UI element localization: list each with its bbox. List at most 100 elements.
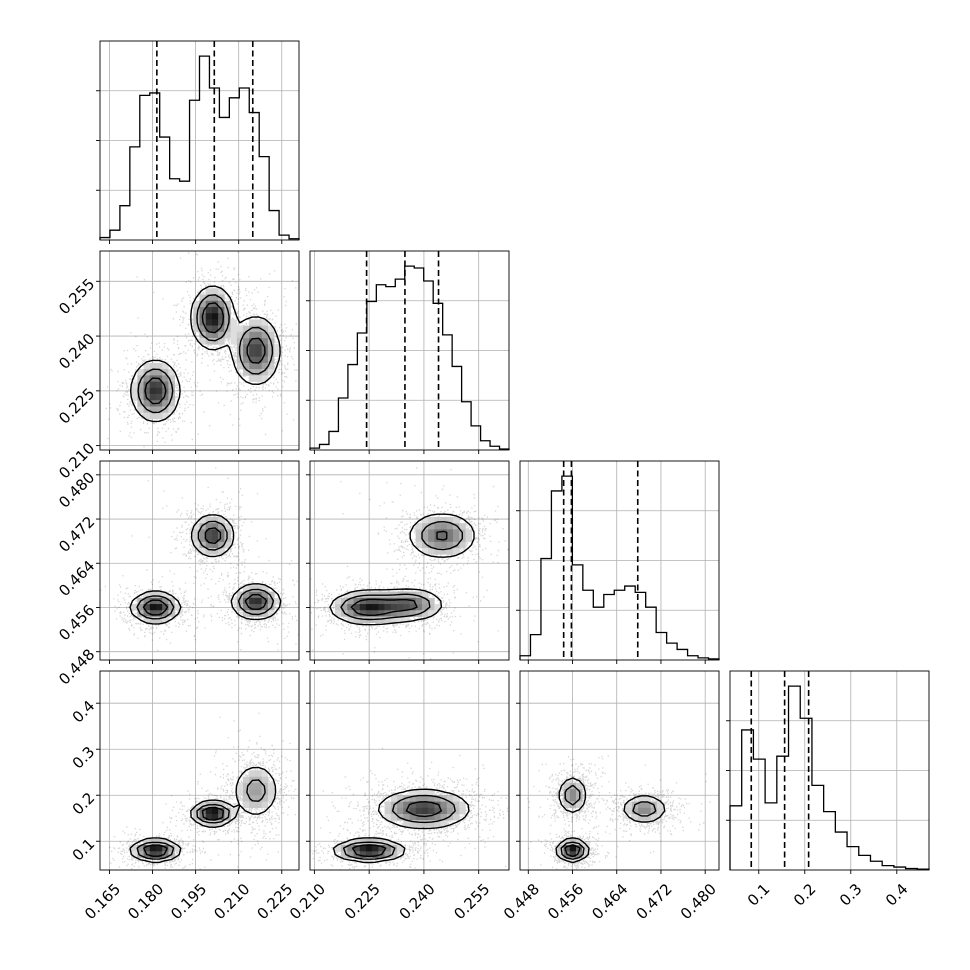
density-cell <box>193 306 200 314</box>
density-cell <box>421 535 429 543</box>
density-cell <box>453 814 460 821</box>
density-cell <box>440 807 448 815</box>
density-cell <box>347 597 354 605</box>
xtick-label-3-2: 0.3 <box>836 880 866 910</box>
contour-1-0-2 <box>144 302 266 405</box>
density-cell <box>569 857 577 865</box>
density-cell <box>218 535 225 543</box>
panel-frame-2-1 <box>309 460 510 661</box>
density-cell <box>137 387 144 395</box>
density-cell <box>224 331 231 339</box>
density-cell <box>205 529 213 536</box>
density-cell <box>218 548 225 555</box>
xtick-label-0-4: 0.225 <box>253 880 296 923</box>
density-cell <box>397 795 404 802</box>
density-cell <box>211 294 219 302</box>
density-cell <box>205 319 213 326</box>
density-cell <box>211 807 219 815</box>
density-cell <box>205 306 213 314</box>
density-cell <box>446 801 454 809</box>
density-cell <box>421 529 429 536</box>
panel-frame-1-0 <box>99 250 300 451</box>
density-cell <box>656 801 664 809</box>
density-cell <box>267 344 275 351</box>
density-cell <box>403 597 410 605</box>
density-cell <box>428 820 435 827</box>
density-cell <box>143 362 151 370</box>
contour-2-0-2 <box>142 527 268 616</box>
density-cell <box>255 375 262 382</box>
density-cell <box>390 851 398 858</box>
density-cell <box>434 795 441 802</box>
density-cell <box>261 776 269 784</box>
contour-2-0-1 <box>136 520 275 620</box>
density-cell <box>255 325 262 333</box>
density-cell <box>390 597 398 605</box>
density-cell <box>218 325 225 333</box>
density-cell <box>334 610 342 617</box>
density-cell <box>359 597 367 605</box>
density-cell <box>205 535 213 543</box>
density-cell <box>155 394 163 401</box>
density-cell <box>205 541 213 549</box>
density-cell <box>211 306 219 314</box>
density-cell <box>434 523 441 530</box>
density-cell <box>440 820 448 827</box>
density-cell <box>243 331 250 339</box>
density-cell <box>137 381 144 389</box>
density-cell <box>261 770 269 778</box>
ytick-label-3-3: 0.4 <box>69 697 99 727</box>
scatter-panel-3-2 <box>516 671 719 874</box>
density-cell <box>205 807 213 815</box>
density-cell <box>261 801 269 809</box>
hist-panel-3 <box>726 671 930 874</box>
density-cell <box>230 319 238 326</box>
xtick-label-0-3: 0.210 <box>210 880 253 923</box>
density-cell <box>557 851 564 858</box>
density-cell <box>218 331 225 339</box>
xtick-label-1-2: 0.240 <box>396 880 439 923</box>
density-cell <box>421 604 429 611</box>
density-cell <box>650 807 658 815</box>
density-cell <box>143 610 151 617</box>
ytick-label-2-3: 0.472 <box>55 513 98 556</box>
density-cell <box>415 604 423 611</box>
histogram-2 <box>519 475 720 660</box>
histogram-3 <box>729 685 930 870</box>
density-cell <box>261 362 269 370</box>
density-cell <box>347 616 354 623</box>
density-cell <box>162 394 169 401</box>
density-cell <box>446 548 454 555</box>
density-cell <box>249 325 256 333</box>
density-cell <box>415 535 423 543</box>
density-cell <box>255 604 262 611</box>
density-cell <box>378 838 385 846</box>
density-cell <box>255 801 262 809</box>
density-cell <box>409 814 417 821</box>
density-cell <box>261 338 269 345</box>
density-cell <box>365 604 373 611</box>
ytick-label-1-2: 0.240 <box>55 330 98 373</box>
density-cell <box>372 845 379 852</box>
density-cell <box>353 616 361 623</box>
density-cell <box>365 610 373 617</box>
density-cell <box>569 795 577 802</box>
panel-frame-3-1 <box>309 670 510 871</box>
density-cell <box>347 845 354 852</box>
density-cell <box>243 338 250 345</box>
density-cell <box>143 387 151 395</box>
density-cell <box>428 807 435 815</box>
density-cell <box>211 288 219 295</box>
density-cell <box>415 795 423 802</box>
density-cell <box>384 801 392 809</box>
density-cell <box>143 412 151 420</box>
panel-frame-3-3 <box>729 670 930 871</box>
density-cell <box>428 814 435 821</box>
density-cell <box>582 845 589 852</box>
density-cell <box>155 412 163 420</box>
density-cell <box>162 406 169 413</box>
density-cell <box>155 616 163 623</box>
density-cell <box>644 795 651 802</box>
density-cell <box>261 597 269 605</box>
density-cell <box>230 331 238 339</box>
